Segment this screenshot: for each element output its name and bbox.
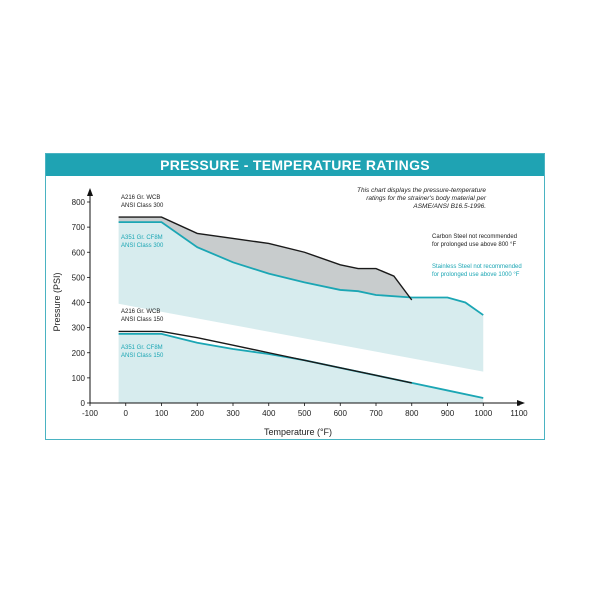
x-tick-label: 200 (191, 409, 205, 418)
x-tick-label: 500 (298, 409, 312, 418)
x-tick-label: -100 (82, 409, 99, 418)
label-a216-class-150-line1: A216 Gr. WCB (121, 309, 160, 315)
stainless-steel-note: for prolonged use above 1000 °F (432, 272, 520, 278)
carbon-300-fill (118, 217, 412, 300)
label-a351-class-150-line1: A351 Gr. CF8M (121, 345, 163, 351)
x-tick-label: 100 (155, 409, 169, 418)
y-tick-label: 0 (81, 399, 86, 408)
x-tick-label: 900 (441, 409, 455, 418)
y-tick-label: 800 (72, 198, 86, 207)
y-tick-label: 300 (72, 324, 86, 333)
x-tick-label: 0 (124, 409, 129, 418)
label-a216-class-150-line2: ANSI Class 150 (121, 317, 164, 323)
x-tick-label: 1100 (510, 409, 528, 418)
y-tick-label: 100 (72, 374, 86, 383)
label-a216-class-300-line2: ANSI Class 300 (121, 203, 164, 209)
y-axis-label: Pressure (PSI) (52, 272, 62, 331)
stainless-300-fill (118, 222, 484, 372)
y-tick-label: 200 (72, 349, 86, 358)
series-line-a351-class-300 (118, 221, 484, 316)
label-a216-class-300-line1: A216 Gr. WCB (121, 195, 160, 201)
y-axis-arrow (87, 188, 93, 196)
label-a351-class-300-line1: A351 Gr. CF8M (121, 235, 163, 241)
carbon-steel-note: for prolonged use above 800 °F (432, 242, 516, 248)
x-axis-arrow (517, 400, 525, 406)
carbon-steel-note: Carbon Steel not recommended (432, 234, 517, 240)
stainless-steel-note: Stainless Steel not recommended (432, 264, 522, 270)
y-tick-label: 600 (72, 248, 86, 257)
y-tick-label: 500 (72, 273, 86, 282)
class-150-fill (118, 333, 484, 403)
y-tick-label: 700 (72, 223, 86, 232)
intro-note: ratings for the strainer's body material… (366, 195, 487, 202)
intro-note: This chart displays the pressure-tempera… (357, 187, 486, 194)
chart-title: PRESSURE - TEMPERATURE RATINGS (46, 154, 544, 176)
series-line-a216-class-300 (118, 216, 413, 301)
label-a351-class-150-line2: ANSI Class 150 (121, 353, 164, 359)
x-tick-label: 1000 (474, 409, 492, 418)
x-tick-label: 600 (334, 409, 348, 418)
x-axis-label: Temperature (°F) (264, 427, 332, 437)
intro-note: ASME/ANSI B16.5-1996. (412, 203, 486, 210)
x-tick-label: 400 (262, 409, 276, 418)
x-tick-label: 300 (226, 409, 240, 418)
x-tick-label: 700 (369, 409, 383, 418)
y-tick-label: 400 (72, 299, 86, 308)
label-a351-class-300-line2: ANSI Class 300 (121, 243, 164, 249)
series-line-a216-class-150 (118, 330, 412, 384)
x-tick-label: 800 (405, 409, 419, 418)
